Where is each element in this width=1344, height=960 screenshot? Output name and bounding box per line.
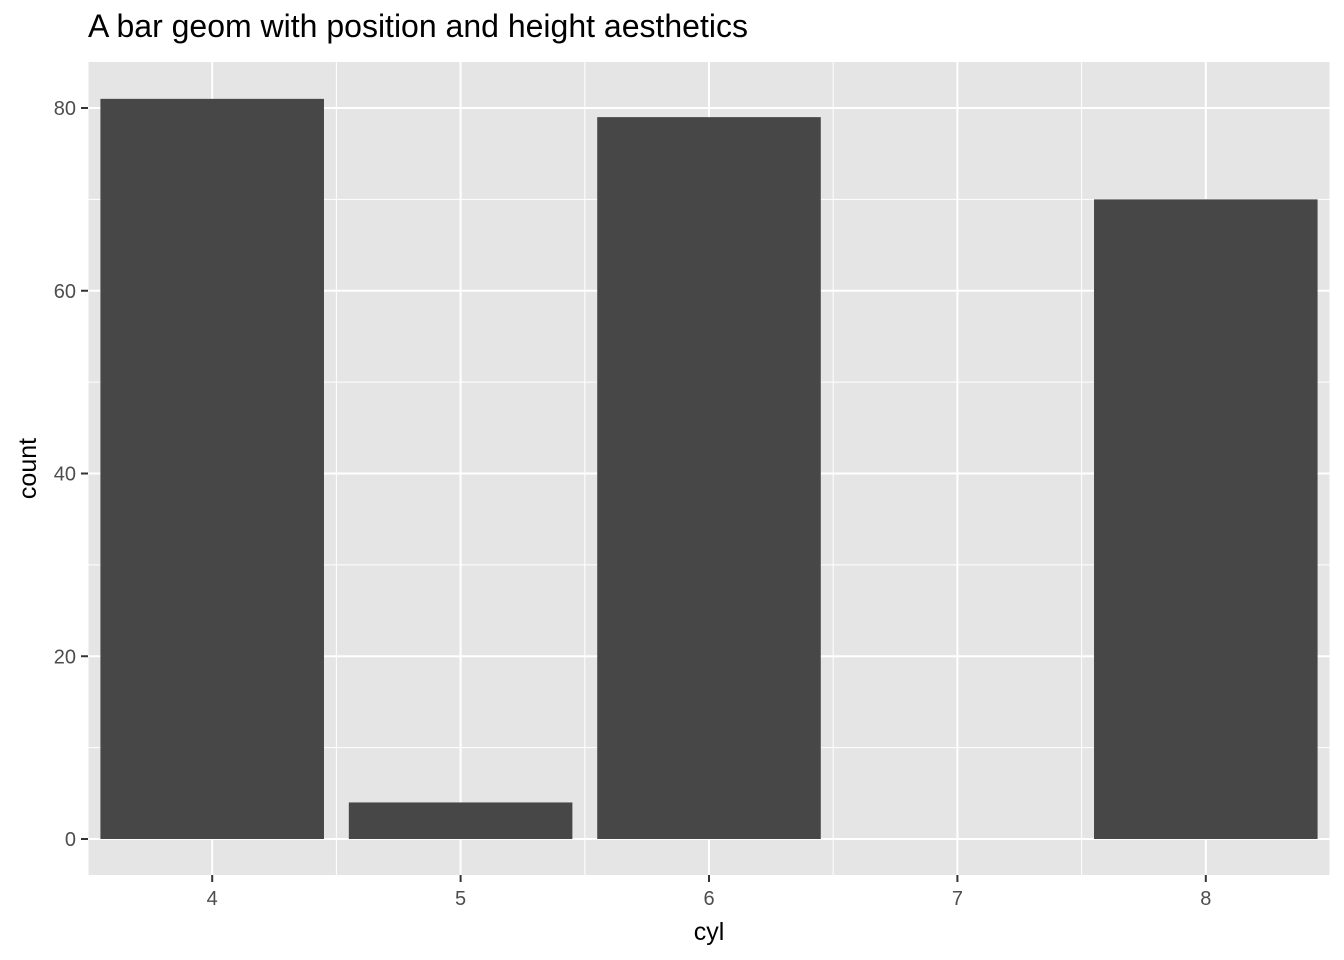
y-tick-label: 40 xyxy=(54,464,76,486)
y-tick-label: 80 xyxy=(54,98,76,120)
x-tick-label: 8 xyxy=(1200,888,1211,910)
chart-title: A bar geom with position and height aest… xyxy=(88,8,748,44)
y-tick-label: 20 xyxy=(54,646,76,668)
x-axis: 4 5 6 7 8 xyxy=(207,875,1211,910)
y-axis-title: count xyxy=(14,438,42,499)
x-tick-label: 6 xyxy=(703,888,714,910)
bar-5 xyxy=(348,802,573,839)
x-tick-label: 5 xyxy=(455,888,466,910)
bar-6 xyxy=(597,117,821,839)
x-axis-title: cyl xyxy=(694,918,725,946)
y-tick-label: 60 xyxy=(54,281,76,303)
bar-4 xyxy=(100,98,324,840)
bar-8 xyxy=(1094,199,1318,839)
bars xyxy=(100,98,1318,840)
x-tick-label: 7 xyxy=(952,888,963,910)
x-tick-label: 4 xyxy=(207,888,218,910)
y-tick-label: 0 xyxy=(65,829,76,851)
y-axis: 0 20 40 60 80 xyxy=(54,98,88,851)
